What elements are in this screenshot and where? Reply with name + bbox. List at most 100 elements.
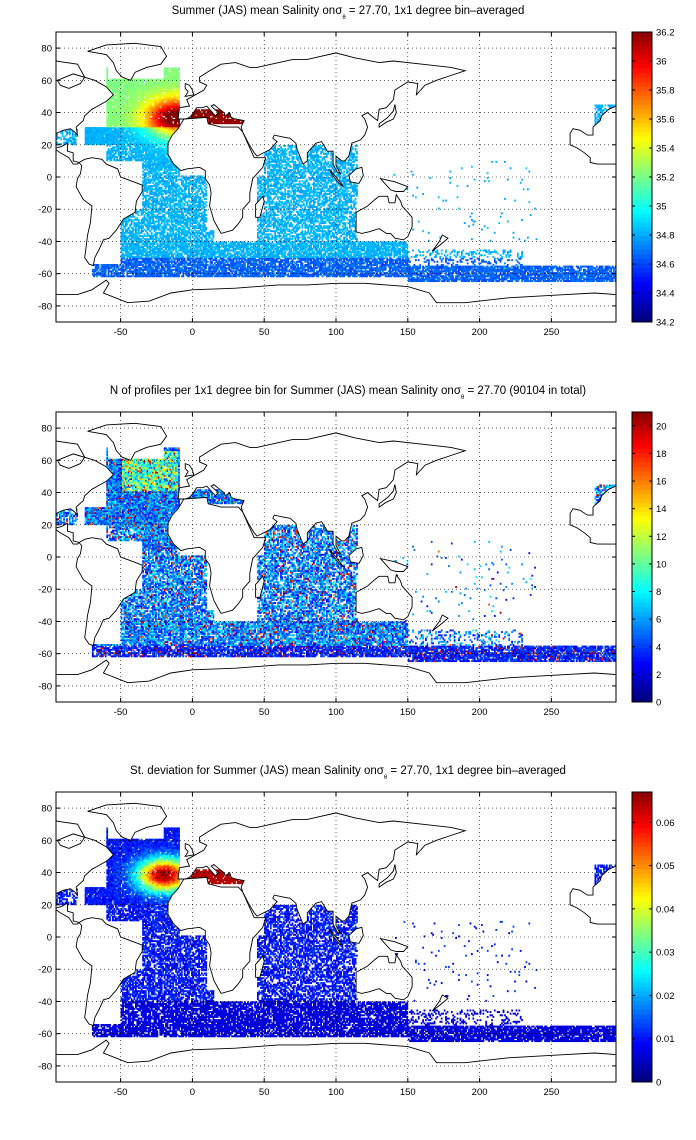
data-cell bbox=[172, 91, 175, 94]
data-cell bbox=[120, 128, 123, 131]
data-cell bbox=[136, 85, 139, 88]
data-cell bbox=[145, 114, 147, 117]
data-cell bbox=[150, 80, 153, 83]
data-cell bbox=[149, 136, 152, 139]
data-cell bbox=[140, 139, 143, 142]
data-cell bbox=[142, 98, 144, 101]
data-cell bbox=[166, 104, 169, 107]
data-cell bbox=[172, 88, 175, 91]
data-cell bbox=[145, 104, 147, 107]
data-cell bbox=[123, 81, 126, 84]
data-cell bbox=[149, 110, 152, 113]
data-cell bbox=[113, 91, 116, 94]
data-cell bbox=[114, 106, 117, 109]
data-cell bbox=[136, 98, 139, 101]
data-cell bbox=[101, 128, 104, 131]
data-cell bbox=[156, 91, 159, 94]
data-cell bbox=[132, 83, 134, 86]
data-cell bbox=[123, 119, 126, 121]
data-cell bbox=[133, 98, 136, 101]
data-cell bbox=[146, 99, 149, 102]
data-cell bbox=[99, 136, 101, 139]
data-cell bbox=[159, 143, 162, 146]
data-cell bbox=[165, 70, 167, 73]
data-cell bbox=[143, 133, 146, 136]
data-cell bbox=[143, 125, 146, 128]
data-cell bbox=[156, 130, 159, 133]
data-cell bbox=[145, 102, 147, 105]
data-cell bbox=[132, 120, 134, 123]
data-cell bbox=[126, 80, 129, 83]
data-cell bbox=[109, 109, 111, 112]
data-cell bbox=[146, 114, 149, 117]
data-cell bbox=[172, 131, 175, 134]
data-cell bbox=[150, 114, 153, 117]
data-cell bbox=[145, 81, 147, 84]
data-cell bbox=[172, 72, 175, 75]
data-cell bbox=[109, 112, 111, 115]
data-cell bbox=[166, 81, 169, 84]
data-cell bbox=[156, 96, 159, 99]
data-cell bbox=[159, 94, 162, 97]
data-cell bbox=[133, 91, 136, 94]
data-cell bbox=[127, 85, 130, 88]
data-cell bbox=[117, 136, 120, 139]
data-cell bbox=[147, 102, 150, 105]
data-cell bbox=[145, 109, 147, 112]
data-cell bbox=[104, 141, 107, 144]
data-cell bbox=[133, 133, 136, 136]
data-cell bbox=[169, 72, 172, 75]
data-cell bbox=[117, 128, 120, 131]
data-cell bbox=[93, 138, 96, 141]
data-cell bbox=[114, 119, 117, 121]
data-cell bbox=[169, 112, 172, 115]
data-cell bbox=[124, 139, 127, 142]
data-cell bbox=[142, 143, 144, 146]
data-cell bbox=[86, 143, 88, 146]
data-cells bbox=[56, 67, 617, 283]
data-cell bbox=[137, 120, 140, 123]
data-cell bbox=[135, 123, 137, 126]
data-cell bbox=[130, 131, 133, 134]
data-cell bbox=[137, 135, 140, 138]
data-cell bbox=[165, 93, 167, 96]
data-cell bbox=[119, 114, 121, 117]
data-cell bbox=[166, 127, 169, 130]
data-cell bbox=[129, 94, 131, 97]
data-cell bbox=[157, 122, 160, 125]
data-cell bbox=[147, 115, 150, 118]
data-cell bbox=[129, 85, 131, 88]
data-cell bbox=[146, 119, 149, 121]
data-cell bbox=[152, 93, 154, 96]
data-cell bbox=[112, 102, 114, 105]
data-cell bbox=[165, 90, 167, 92]
data-cell bbox=[165, 109, 167, 112]
data-cell bbox=[149, 80, 152, 83]
data-cell bbox=[153, 125, 156, 128]
data-cell bbox=[147, 96, 150, 99]
data-cell bbox=[165, 139, 167, 142]
data-cell bbox=[149, 88, 152, 91]
data-cell bbox=[139, 88, 142, 91]
data-cell bbox=[96, 128, 98, 131]
data-cell bbox=[123, 135, 126, 138]
data-cell bbox=[130, 119, 133, 121]
data-cell bbox=[133, 143, 136, 146]
data-cell bbox=[117, 122, 120, 125]
data-cell bbox=[120, 115, 123, 118]
data-cell bbox=[136, 88, 139, 91]
data-cell bbox=[147, 91, 150, 94]
data-cell bbox=[124, 104, 127, 107]
data-cell bbox=[97, 128, 100, 131]
data-cell bbox=[168, 107, 170, 110]
data-cell bbox=[168, 86, 170, 89]
data-cell bbox=[120, 127, 123, 130]
data-cell bbox=[173, 81, 176, 84]
data-cell bbox=[104, 133, 107, 136]
data-cell bbox=[163, 106, 166, 109]
data-cell bbox=[106, 117, 109, 120]
data-cell bbox=[143, 123, 146, 126]
data-cell bbox=[117, 99, 120, 102]
data-cell bbox=[150, 85, 153, 88]
data-cell bbox=[113, 80, 116, 83]
